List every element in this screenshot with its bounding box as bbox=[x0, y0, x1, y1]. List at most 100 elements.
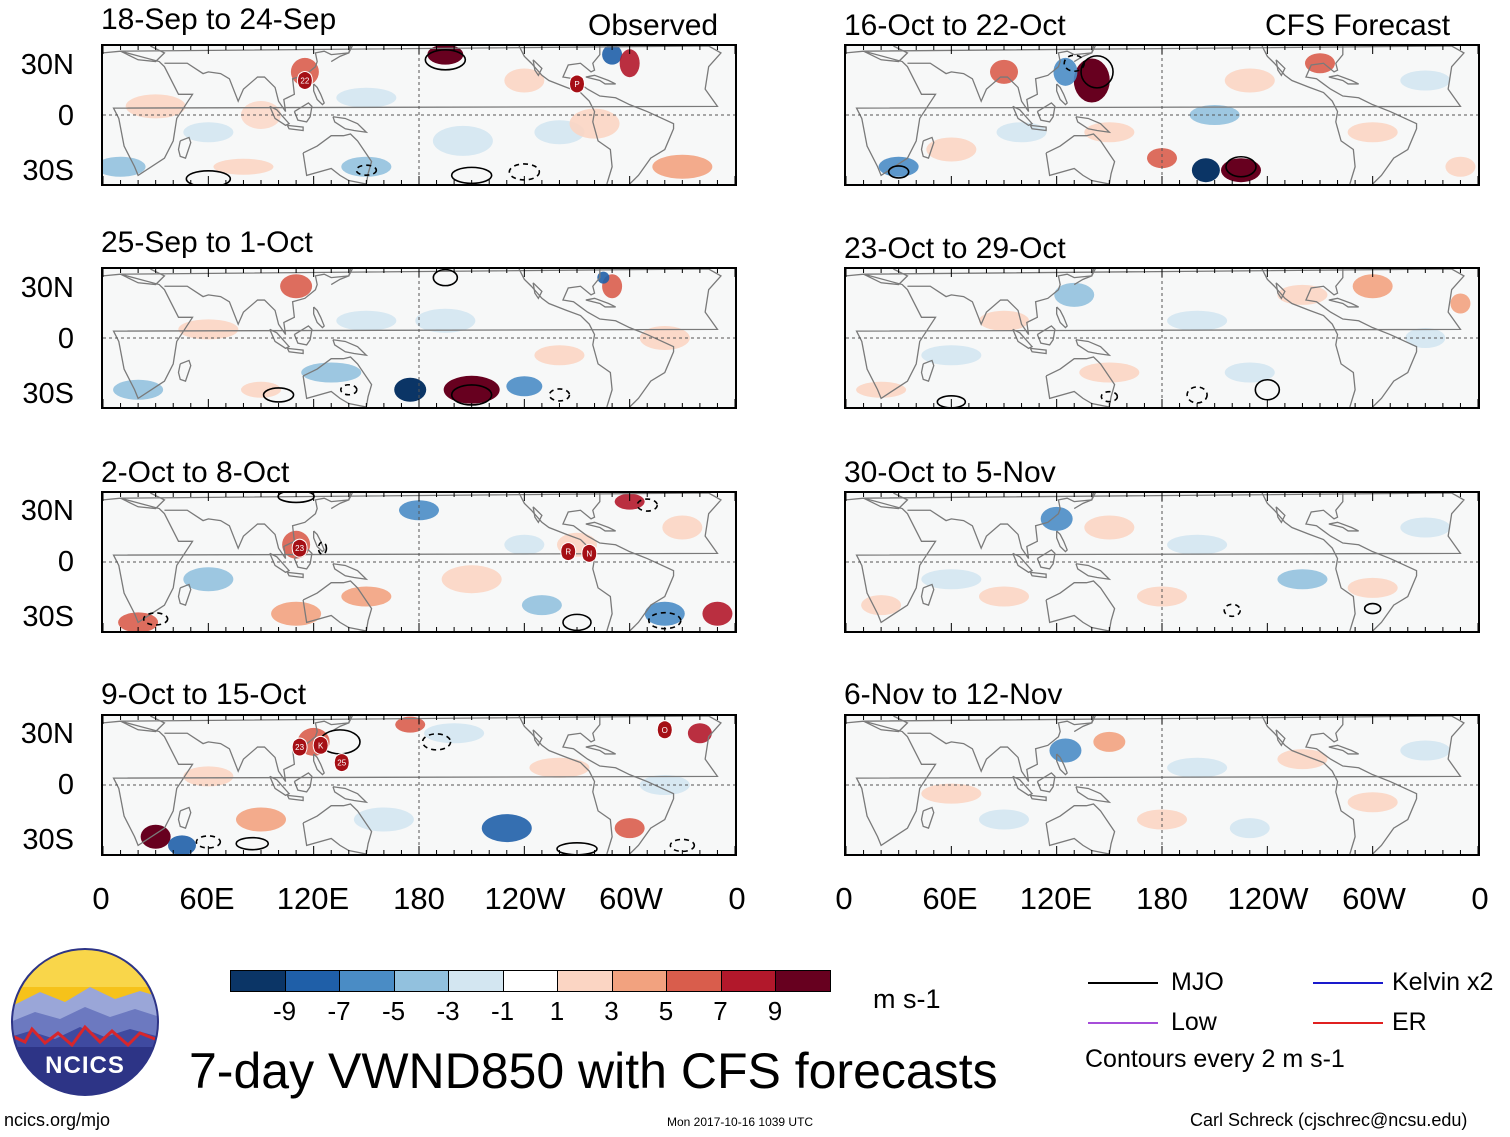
wind-anomaly bbox=[1400, 70, 1451, 91]
coastline bbox=[1328, 521, 1359, 532]
wind-anomaly bbox=[1054, 282, 1095, 307]
footer-url[interactable]: ncics.org/mjo bbox=[4, 1110, 111, 1130]
ncics-logo: NCICS bbox=[10, 947, 160, 1097]
lat-label: 30N bbox=[20, 718, 74, 750]
map-canvas: 23 K 25 O bbox=[103, 716, 735, 854]
coastline bbox=[177, 136, 192, 159]
legend-label-low: Low bbox=[1171, 1008, 1217, 1036]
logo-graphic bbox=[11, 948, 159, 1096]
wind-anomaly bbox=[662, 515, 703, 540]
wind-anomaly bbox=[183, 567, 234, 592]
tropical-cyclone-marker: R bbox=[560, 542, 577, 562]
coastline bbox=[1036, 549, 1056, 570]
panel-title: 23-Oct to 29-Oct bbox=[844, 232, 1066, 265]
mjo-contour bbox=[421, 733, 452, 751]
colorbar-label: -3 bbox=[436, 996, 460, 1026]
wind-anomaly bbox=[1084, 515, 1135, 540]
lat-label: 30S bbox=[22, 824, 74, 856]
mjo-contour bbox=[317, 541, 328, 556]
wind-anomaly bbox=[687, 723, 712, 744]
map-panel-forecast-4 bbox=[844, 714, 1480, 856]
wind-anomaly bbox=[432, 125, 493, 156]
lon-label: 60E bbox=[179, 881, 235, 916]
colorbar-swatch bbox=[393, 970, 449, 992]
coastline bbox=[164, 716, 353, 782]
coastline bbox=[1075, 116, 1112, 134]
contour-note: Contours every 2 m s-1 bbox=[1085, 1045, 1345, 1073]
mjo-contour bbox=[262, 387, 295, 403]
figure-title: 7-day VWND850 with CFS forecasts bbox=[189, 1043, 998, 1099]
coastline bbox=[286, 124, 304, 132]
lat-label: 0 bbox=[57, 100, 74, 132]
colorbar-label: 7 bbox=[713, 996, 728, 1026]
coastline bbox=[302, 580, 373, 631]
legend-label-er: ER bbox=[1392, 1008, 1427, 1036]
wind-anomaly bbox=[395, 716, 426, 733]
mjo-contour bbox=[1100, 390, 1119, 403]
coastline bbox=[1029, 124, 1047, 132]
wind-anomaly bbox=[614, 818, 645, 839]
map-canvas bbox=[846, 716, 1478, 854]
colorbar-label: 9 bbox=[767, 996, 783, 1026]
tropical-cyclone-marker: O bbox=[656, 720, 673, 740]
lat-label: 30S bbox=[22, 155, 74, 187]
coastline bbox=[103, 46, 166, 63]
logo-text: NCICS bbox=[45, 1052, 125, 1079]
wind-anomaly bbox=[1352, 274, 1393, 299]
wind-anomaly bbox=[183, 766, 234, 787]
coastline bbox=[1328, 744, 1359, 755]
coastline bbox=[920, 359, 935, 382]
wind-anomaly bbox=[271, 601, 322, 626]
mjo-contour bbox=[424, 49, 467, 71]
coastline bbox=[907, 269, 1096, 335]
coastline bbox=[103, 269, 166, 286]
wind-anomaly bbox=[602, 46, 623, 65]
coastline bbox=[855, 46, 1465, 177]
coastline bbox=[313, 530, 325, 553]
lon-label: 60W bbox=[1342, 881, 1406, 916]
coastline bbox=[532, 729, 543, 747]
colorbar-swatch bbox=[339, 970, 395, 992]
coastline bbox=[293, 102, 313, 123]
wind-anomaly bbox=[280, 274, 313, 299]
wind-anomaly bbox=[639, 775, 690, 795]
colorbar-label: 5 bbox=[658, 996, 674, 1026]
colorbar-label: -1 bbox=[490, 996, 515, 1026]
coastline bbox=[286, 571, 304, 579]
tropical-cyclone-marker: 25 bbox=[333, 753, 350, 773]
wind-anomaly bbox=[639, 326, 690, 350]
coastline bbox=[1073, 269, 1095, 286]
forecast-label: CFS Forecast bbox=[1265, 9, 1451, 42]
colorbar-swatch bbox=[775, 970, 831, 992]
coastline bbox=[1045, 133, 1116, 184]
mjo-contour bbox=[636, 498, 659, 512]
colorbar-swatch bbox=[611, 970, 667, 992]
coastline bbox=[1056, 753, 1068, 776]
coastline bbox=[920, 806, 935, 829]
coastline bbox=[332, 339, 369, 357]
colorbar-label: -5 bbox=[381, 996, 406, 1026]
map-canvas: 23 R N bbox=[103, 493, 735, 631]
colorbar-swatch bbox=[720, 970, 776, 992]
coastline bbox=[585, 297, 616, 308]
wind-anomaly bbox=[336, 87, 397, 108]
coastline bbox=[846, 493, 909, 510]
coastline bbox=[562, 716, 675, 854]
wind-anomaly bbox=[1224, 362, 1275, 383]
panel-title: 25-Sep to 1-Oct bbox=[101, 226, 313, 259]
mjo-contour bbox=[339, 383, 358, 396]
storm-label: 23 bbox=[295, 743, 304, 752]
coastline bbox=[518, 269, 613, 407]
wind-anomaly bbox=[183, 122, 234, 143]
coastline bbox=[562, 46, 675, 184]
mjo-contour bbox=[669, 838, 696, 853]
panel-title: 9-Oct to 15-Oct bbox=[101, 678, 307, 711]
mjo-contour bbox=[142, 612, 169, 626]
legend-label-mjo: MJO bbox=[1171, 968, 1224, 996]
legend-line-kelvin bbox=[1313, 982, 1383, 984]
wind-anomaly bbox=[1229, 818, 1270, 839]
colorbar-label: -7 bbox=[327, 996, 351, 1026]
coastline bbox=[1012, 552, 1034, 574]
lon-label: 180 bbox=[393, 881, 445, 916]
lat-label: 30N bbox=[20, 495, 74, 527]
